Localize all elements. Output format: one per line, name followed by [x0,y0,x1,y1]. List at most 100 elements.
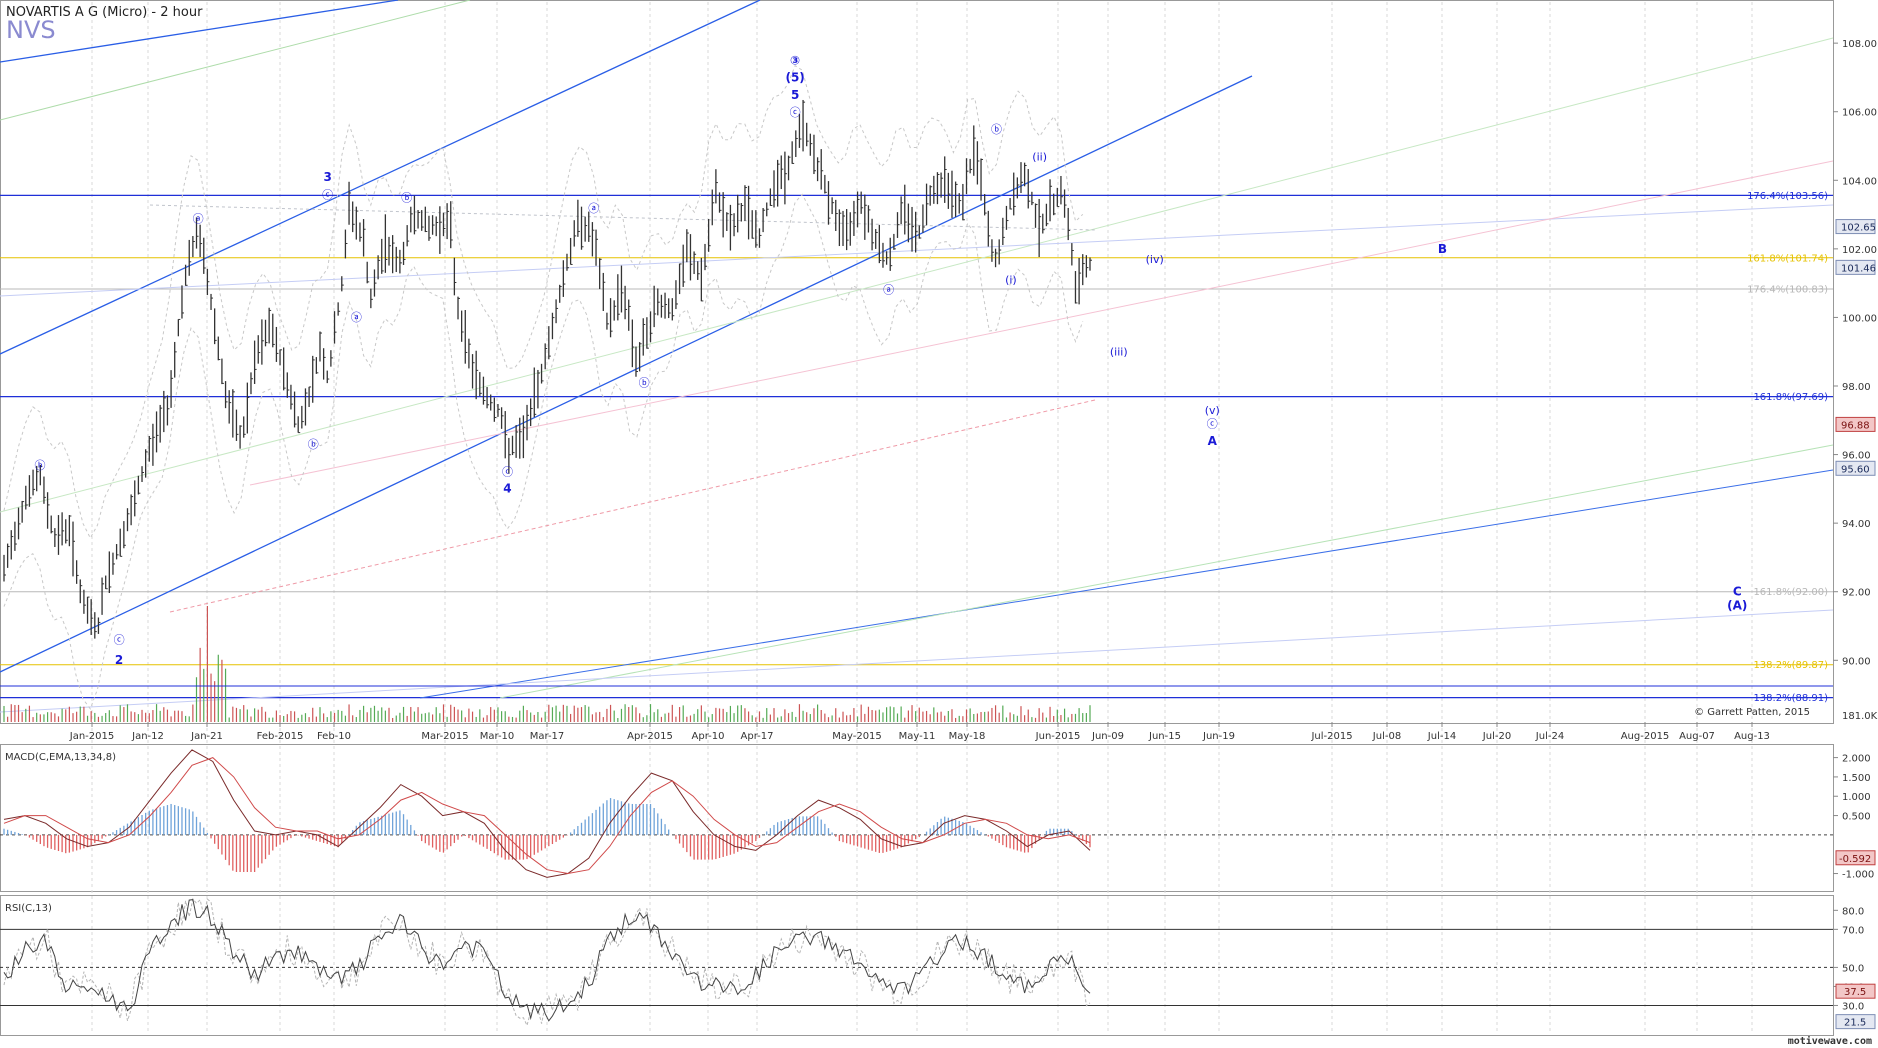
wave-label: ⓒ [790,106,801,119]
price-series [3,64,1092,710]
price-tag-value: 95.60 [1841,464,1870,475]
x-tick-label: May-18 [949,731,986,742]
wave-label: ⓒ [114,633,125,646]
x-tick-label: Aug-2015 [1621,731,1670,742]
rsi-current-tag [1835,983,1876,999]
macd-signal-line [3,757,1091,875]
macd-y-label: 1.000 [1842,792,1871,803]
x-tick-label: Mar-2015 [421,731,468,742]
volume-bars: 181.0K [0,606,1878,722]
macd-line [3,749,1091,878]
wave-label: (iv) [1146,253,1164,266]
wave-label: (ii) [1032,151,1047,164]
fib-label: 161.8%(101.74) [1747,253,1828,264]
channel-line [0,0,471,121]
wave-labels: ⓑ ⓒ 2 ⓐ ⓑ ⓐ ⓒ 3 ⓑ ⓒ 4 ⓐ ⓑ ⓒ 5 (5) ③ ⓐ ⓑ (i) (ii) (iv) (iii) (v)… [34,54,1747,667]
x-tick-label: Jul-24 [1535,731,1564,742]
rsi-line [3,899,1091,1022]
wave-label: ⓒ [1207,418,1218,431]
x-tick-label: Apr-10 [692,731,725,742]
channel-line [149,204,1096,231]
x-tick-label: Jan-21 [190,731,223,742]
price-tag: 95.60 [1835,460,1876,476]
y-tick-label: 102.00 [1842,245,1877,256]
symbol-watermark: NVS [6,16,56,44]
price-tag: 102.65 [1835,219,1876,235]
x-tick-label: Jun-09 [1091,731,1124,742]
date-axis: Jan-2015 Jan-12 Jan-21 Feb-2015 Feb-10 Mar-20… [69,722,1770,742]
fib-label: 176.4%(100.83) [1747,284,1828,295]
wave-label: 3 [323,170,331,184]
wave-label: ⓑ [991,123,1002,136]
x-tick-label: Aug-07 [1679,731,1715,742]
copyright-text: © Garrett Patten, 2015 [1694,707,1810,718]
fib-label: 138.2%(89.87) [1753,660,1828,671]
wave-label: ③ [790,54,800,68]
fib-levels: 176.4%(103.56) 161.8%(101.74) 176.4%(100.8… [0,191,1833,704]
wave-label: ⓐ [883,284,894,297]
rsi-secondary-value: 21.5 [1844,1018,1866,1029]
rsi-average-line [3,897,1091,1027]
x-tick-label: Jul-08 [1372,731,1401,742]
fib-label: 138.2%(88.91) [1753,693,1828,704]
x-tick-label: Apr-17 [741,731,774,742]
rsi-y-label: 80.0 [1842,906,1864,917]
y-tick-label: 108.00 [1842,39,1877,50]
macd-panel: MACD(C,EMA,13,34,8) 2.000 1.500 1.000 0.500 -… [0,749,1876,881]
channel-line [0,0,399,63]
rsi-current-value: 37.5 [1844,987,1866,998]
x-tick-label: Aug-13 [1734,731,1770,742]
volume-label: 181.0K [1842,711,1878,722]
channel-line [0,204,1834,297]
rsi-y-label: 70.0 [1842,925,1864,936]
channel-line [0,609,1834,713]
wave-label: ⓑ [34,459,45,472]
fib-label: 176.4%(103.56) [1747,191,1828,202]
macd-title: MACD(C,EMA,13,34,8) [5,752,116,763]
chart-title: NOVARTIS A G (Micro) - 2 hour [6,5,203,20]
x-tick-label: Mar-17 [530,731,565,742]
x-tick-label: May-11 [899,731,936,742]
wave-label: A [1208,434,1218,448]
x-tick-label: May-2015 [832,731,882,742]
wave-label: ⓒ [322,188,333,201]
macd-current-tag [1835,850,1876,866]
x-tick-label: Mar-10 [480,731,515,742]
price-tag: 101.46 [1835,259,1876,275]
x-tick-label: Jul-20 [1482,731,1511,742]
wave-label: 4 [503,482,511,496]
y-tick-label: 104.00 [1842,176,1877,187]
price-tag-box [1835,460,1876,476]
rsi-y-label: 30.0 [1842,1001,1864,1012]
channel-line [0,0,761,355]
wave-label: C [1733,585,1742,599]
price-grid [91,2,1753,1034]
y-tick-label: 106.00 [1842,108,1877,119]
wave-label: ⓑ [639,376,650,389]
envelope-upper [3,64,1084,540]
y-tick-label: 100.00 [1842,313,1877,324]
fib-label: 161.8%(92.00) [1753,587,1828,598]
wave-label: (v) [1205,404,1220,417]
y-tick-label: 94.00 [1842,519,1871,530]
wave-label: ⓑ [308,438,319,451]
price-tag-value: 102.65 [1841,223,1876,234]
x-tick-label: Jun-15 [1148,731,1181,742]
price-tag: 96.88 [1835,416,1876,432]
wave-label: ⓐ [193,212,204,225]
y-tick-label: 90.00 [1842,656,1871,667]
wave-label: ⓒ [502,465,513,478]
wave-label: (iii) [1110,346,1128,359]
price-axis: 108.00 106.00 104.00 102.00 100.00 98.00 96.00… [1833,39,1877,667]
macd-y-label: 0.500 [1842,812,1871,823]
macd-y-label: 1.500 [1842,773,1871,784]
rsi-panel: RSI(C,13)80.070.050.040.030.037.521.5 [0,897,1876,1030]
rsi-y-label: 50.0 [1842,963,1864,974]
wave-label: ⓐ [588,202,599,215]
x-tick-label: Jun-2015 [1035,731,1081,742]
x-tick-label: Jul-14 [1427,731,1456,742]
rsi-panel-frame [0,895,1834,1036]
channel-line [499,444,1834,699]
trend-channels [0,0,1834,713]
y-tick-label: 92.00 [1842,588,1871,599]
